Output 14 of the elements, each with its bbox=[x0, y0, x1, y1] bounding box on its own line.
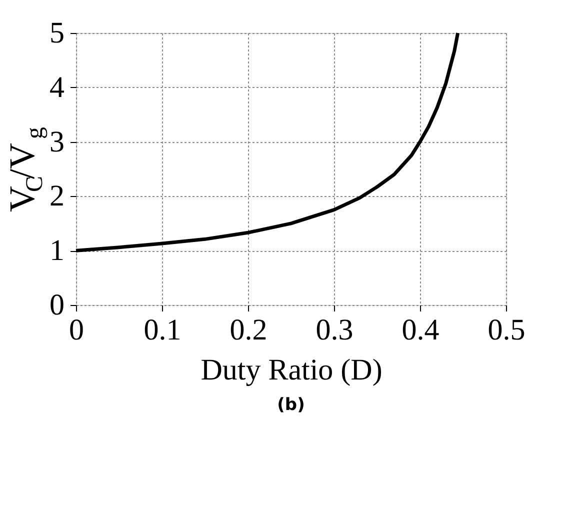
x-tick-label: 0.1 bbox=[144, 314, 182, 346]
y-tick-label: 2 bbox=[50, 180, 64, 213]
text: (b) bbox=[277, 395, 305, 415]
x-axis-title: Duty Ratio (D) bbox=[200, 354, 382, 386]
x-tick-label: 0.3 bbox=[316, 314, 354, 346]
x-tick-label: 0.2 bbox=[230, 314, 268, 346]
y-tick-label: 0 bbox=[50, 288, 64, 322]
x-tick-label: 0.5 bbox=[488, 314, 526, 346]
y-tick-label: 3 bbox=[50, 125, 64, 158]
x-tick-label: 0.4 bbox=[402, 314, 440, 346]
y-axis-title: VC/Vg bbox=[2, 127, 48, 212]
y-tick-label: 5 bbox=[50, 16, 64, 50]
y-tick-label: 1 bbox=[50, 234, 64, 268]
y-tick-label: 4 bbox=[50, 70, 64, 104]
